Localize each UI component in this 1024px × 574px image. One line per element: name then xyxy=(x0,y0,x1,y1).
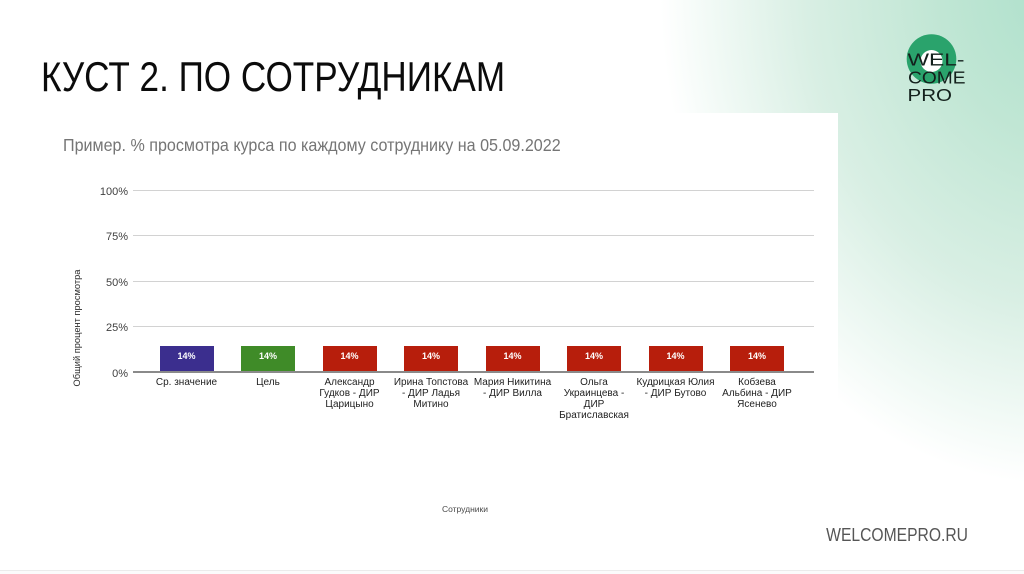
svg-text:COME: COME xyxy=(908,68,966,88)
svg-text:WEL-: WEL- xyxy=(908,49,965,69)
svg-text:PRO: PRO xyxy=(908,85,953,105)
